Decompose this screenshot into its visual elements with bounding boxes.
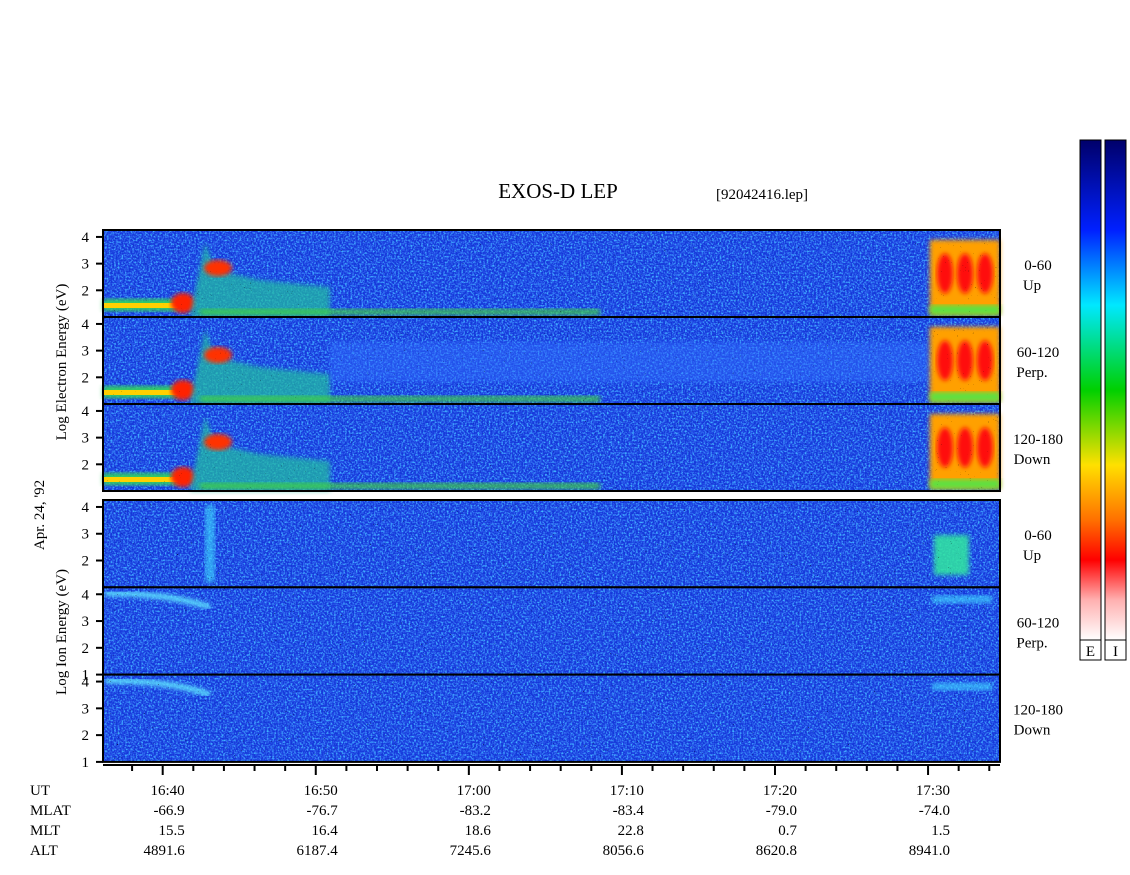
orbit-value: 8056.6 (603, 843, 645, 859)
dropouts (103, 500, 1000, 588)
frame (102, 673, 1001, 763)
orbit-label: MLAT (30, 803, 71, 819)
color-bar-label: E (1086, 644, 1095, 660)
x-tick-label: 17:30 (916, 783, 950, 799)
orbit-value: 15.5 (158, 823, 184, 839)
y-tick-label: 2 (82, 283, 90, 299)
orbit-value: 18.6 (465, 823, 492, 839)
orbit-value: 16.4 (312, 823, 339, 839)
dropouts (103, 230, 1000, 317)
y-tick-label: 3 (82, 614, 90, 630)
y-tick-label: 4 (82, 675, 90, 691)
spectrogram-panel (102, 316, 1001, 405)
y-tick-label: 4 (82, 317, 90, 333)
y-tick-label: 4 (82, 587, 90, 603)
spectrogram-panel (102, 403, 1001, 492)
dropouts (103, 587, 1000, 675)
channel-dir: Up (1023, 278, 1041, 294)
y-tick-label: 4 (82, 404, 90, 420)
color-bar (1079, 139, 1102, 641)
y-tick-label: 2 (82, 370, 90, 386)
orbit-value: 1.5 (931, 823, 950, 839)
x-tick-label: 17:20 (763, 783, 797, 799)
y-tick-label: 3 (82, 527, 90, 543)
orbit-value: -76.7 (307, 803, 339, 819)
orbit-value: -83.4 (613, 803, 645, 819)
orbit-label: MLT (30, 823, 60, 839)
channel-angle: 60-120 (1017, 615, 1060, 631)
x-tick-label: 16:40 (151, 783, 185, 799)
title: EXOS-D LEP (498, 179, 618, 203)
frame (102, 403, 1001, 492)
x-tick-label: 16:50 (304, 783, 338, 799)
orbit-value: 22.8 (618, 823, 644, 839)
orbit-value: 6187.4 (297, 843, 339, 859)
y-tick-label: 3 (82, 701, 90, 717)
y-tick-label: 2 (82, 641, 90, 657)
orbit-value: 0.7 (778, 823, 797, 839)
x-tick-label: 17:00 (457, 783, 491, 799)
color-bar (1104, 139, 1127, 641)
color-bar-label-box (1104, 639, 1127, 661)
channel-angle: 60-120 (1017, 345, 1060, 361)
y-tick-label: 4 (82, 500, 90, 516)
orbit-value: -66.9 (153, 803, 184, 819)
y-tick-label: 3 (82, 431, 90, 447)
orbit-value: 4891.6 (143, 843, 185, 859)
spectrogram-panel (102, 499, 1001, 589)
orbit-value: 7245.6 (450, 843, 492, 859)
channel-dir: Up (1023, 548, 1041, 564)
dropouts (103, 317, 1000, 404)
channel-angle: 120-180 (1013, 703, 1063, 719)
electron-axis-label: Log Electron Energy (eV) (54, 284, 70, 441)
orbit-value: -83.2 (460, 803, 491, 819)
channel-dir: Down (1014, 452, 1051, 468)
orbit-value: -74.0 (919, 803, 950, 819)
date-label: Apr. 24, '92 (32, 480, 48, 550)
color-bar-label: I (1113, 644, 1118, 660)
y-tick-label: 1 (82, 668, 90, 684)
y-tick-label: 1 (82, 755, 90, 771)
channel-dir: Perp. (1016, 635, 1047, 651)
orbit-label: ALT (30, 843, 58, 859)
channel-angle: 0-60 (1024, 528, 1052, 544)
y-tick-label: 4 (82, 230, 90, 246)
orbit-value: 8620.8 (756, 843, 797, 859)
dropouts (103, 674, 1000, 762)
color-bar-label-box (1079, 639, 1102, 661)
y-tick-label: 2 (82, 728, 90, 744)
channel-dir: Perp. (1016, 365, 1047, 381)
time-axis-label: UT (30, 783, 50, 799)
y-tick-label: 2 (82, 457, 90, 473)
x-tick-label: 17:10 (610, 783, 644, 799)
spectrogram-panel (102, 673, 1001, 763)
file-label: [92042416.lep] (716, 187, 808, 203)
spectrogram-panel (102, 586, 1001, 676)
channel-angle: 120-180 (1013, 432, 1063, 448)
orbit-value: 8941.0 (909, 843, 950, 859)
y-tick-label: 2 (82, 554, 90, 570)
channel-dir: Down (1014, 723, 1051, 739)
orbit-value: -79.0 (766, 803, 797, 819)
ion-axis-label: Log Ion Energy (eV) (54, 569, 70, 695)
y-tick-label: 3 (82, 344, 90, 360)
dropouts (103, 404, 1000, 491)
y-tick-label: 3 (82, 257, 90, 273)
channel-angle: 0-60 (1024, 258, 1052, 274)
spectrogram-panel (102, 229, 1001, 318)
